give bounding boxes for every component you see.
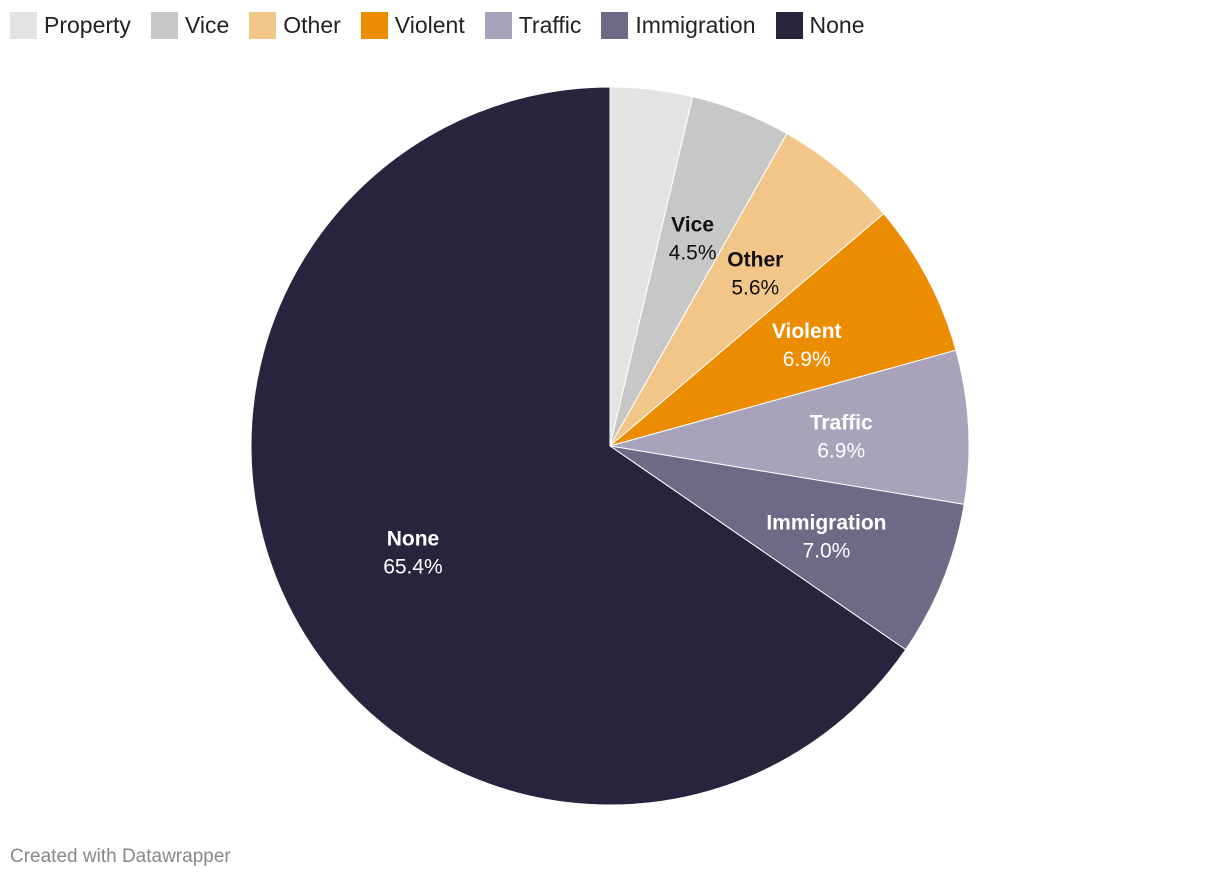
- slice-label-value-other: 5.6%: [731, 276, 779, 299]
- legend-swatch-property: [10, 12, 37, 39]
- slice-label-value-immigration: 7.0%: [802, 539, 850, 562]
- legend-item-immigration: Immigration: [601, 12, 756, 39]
- legend-item-vice: Vice: [150, 12, 230, 39]
- legend-label-immigration: Immigration: [635, 12, 756, 38]
- slice-label-value-vice: 4.5%: [669, 241, 717, 264]
- chart-legend: Property Vice Other Violent Traffic Immi…: [10, 12, 864, 39]
- slice-label-value-none: 65.4%: [383, 556, 443, 579]
- pie-slice-none: [250, 86, 907, 806]
- legend-label-other: Other: [283, 12, 341, 38]
- slice-label-name-immigration: Immigration: [766, 511, 886, 534]
- pie-slice-violent: [609, 213, 957, 447]
- slice-label-name-vice: Vice: [671, 213, 714, 236]
- legend-item-other: Other: [249, 12, 341, 39]
- legend-swatch-none: [775, 12, 803, 39]
- footer-credit: Created with Datawrapper: [10, 846, 231, 867]
- legend-label-violent: Violent: [394, 12, 465, 38]
- legend-item-traffic: Traffic: [484, 12, 582, 39]
- pie-slice-immigration: [609, 445, 965, 651]
- legend-swatch-violent: [360, 12, 388, 39]
- legend-label-traffic: Traffic: [518, 12, 582, 38]
- legend-swatch-other: [249, 12, 277, 39]
- slice-label-name-none: None: [387, 528, 440, 551]
- pie-slice-other: [609, 132, 885, 447]
- legend-item-property: Property: [10, 12, 131, 39]
- legend-swatch-vice: [150, 12, 178, 39]
- slice-label-name-other: Other: [727, 248, 783, 271]
- pie-slice-traffic: [609, 349, 970, 505]
- legend-label-vice: Vice: [184, 12, 230, 38]
- legend-item-violent: Violent: [360, 12, 465, 39]
- slice-label-value-violent: 6.9%: [783, 348, 831, 371]
- slice-label-value-traffic: 6.9%: [817, 440, 865, 463]
- slice-label-name-traffic: Traffic: [810, 412, 873, 435]
- legend-swatch-immigration: [601, 12, 629, 39]
- legend-swatch-traffic: [484, 12, 512, 39]
- legend-item-none: None: [775, 12, 865, 39]
- slice-label-name-violent: Violent: [772, 320, 842, 343]
- legend-label-property: Property: [44, 12, 131, 38]
- legend-label-none: None: [809, 12, 865, 38]
